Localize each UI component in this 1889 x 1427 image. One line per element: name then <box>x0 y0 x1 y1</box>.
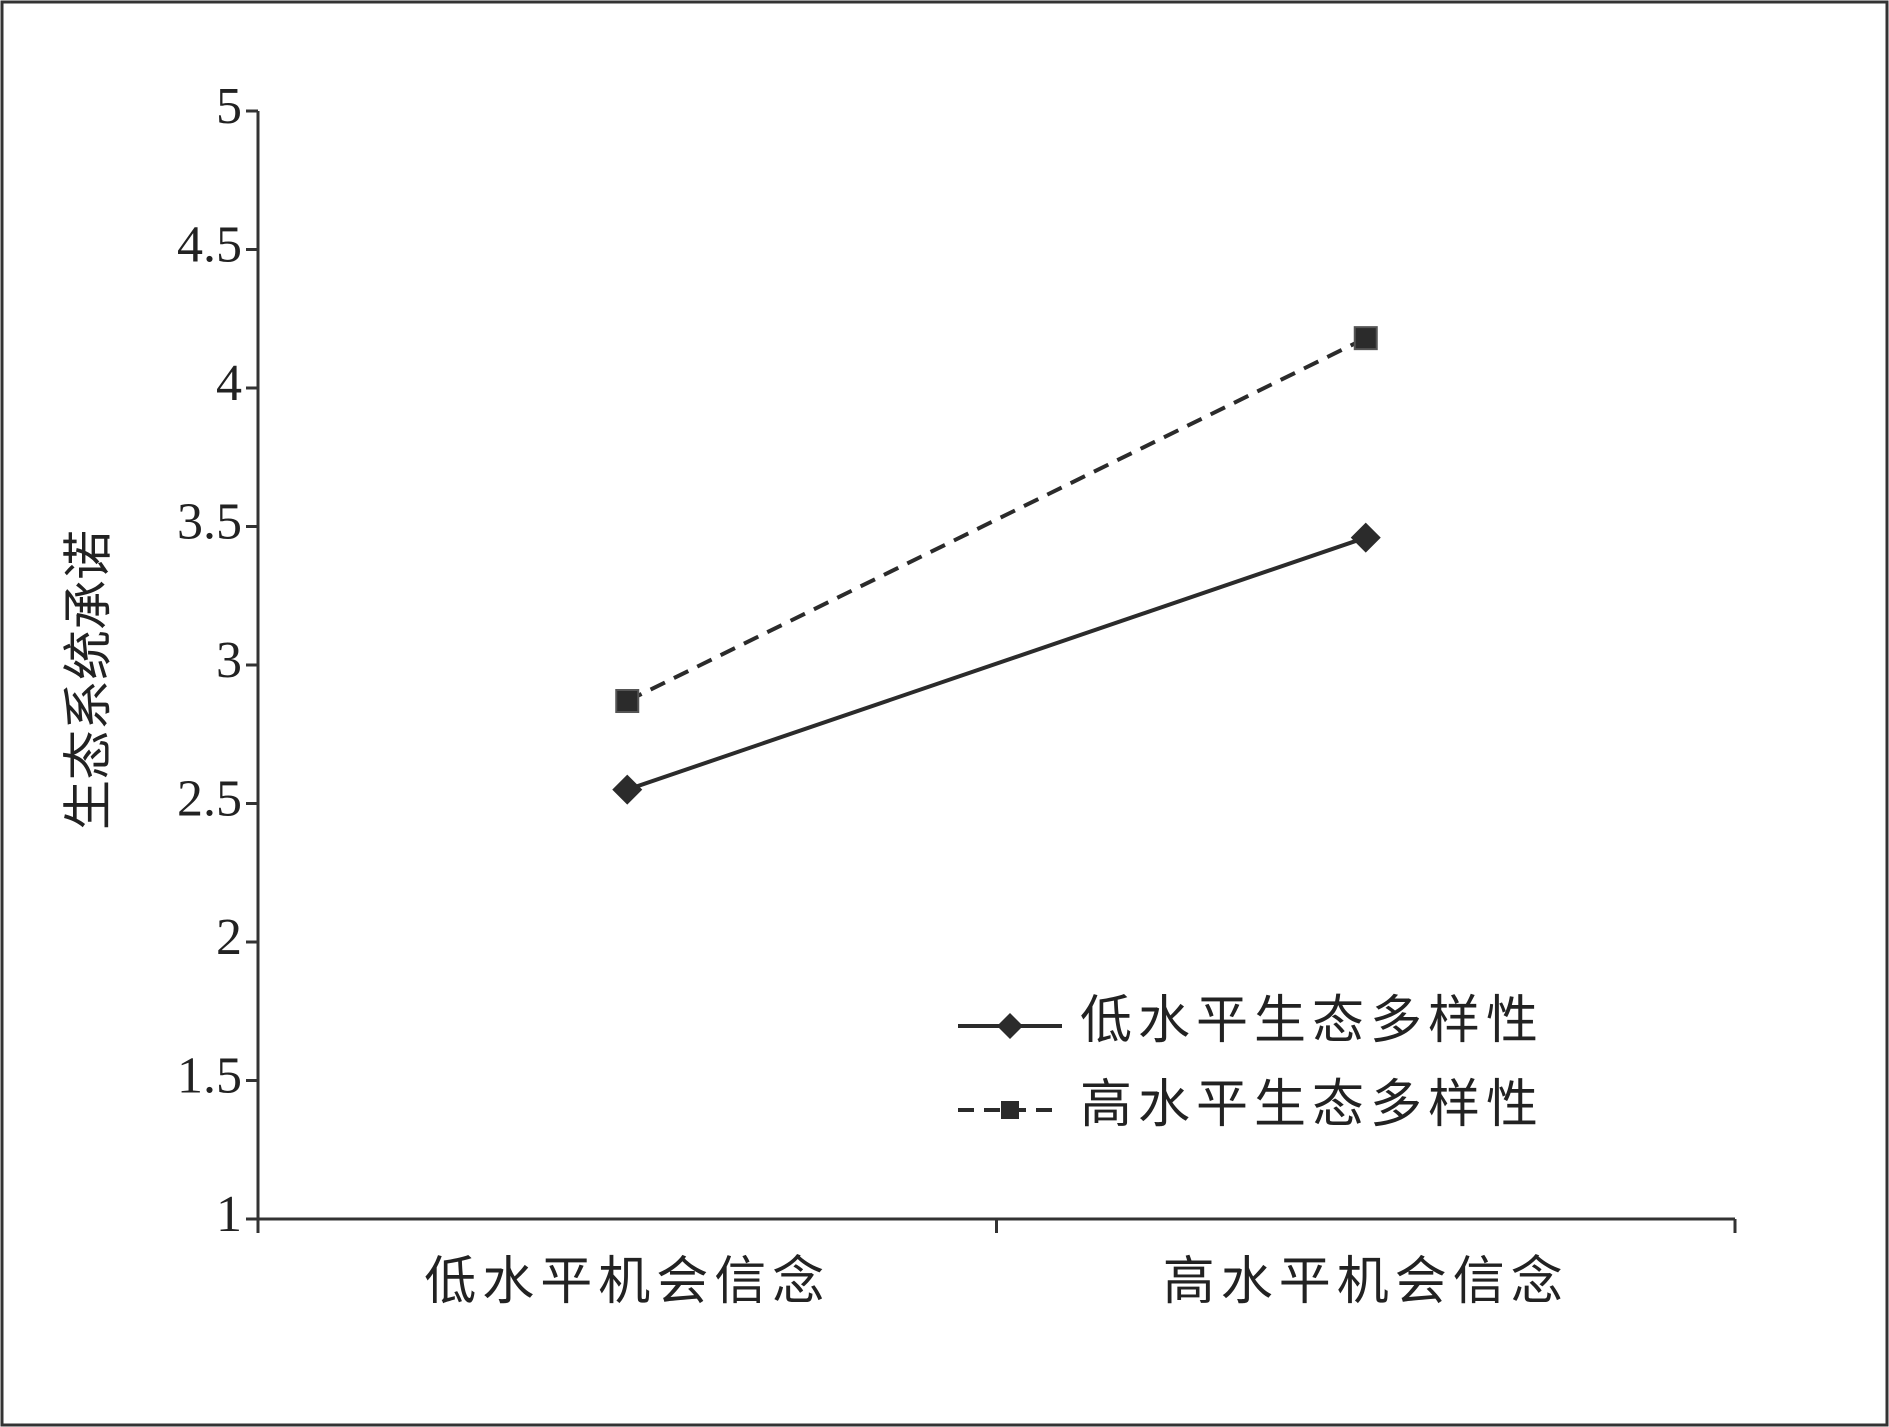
y-tick-label: 5 <box>216 78 242 135</box>
y-tick-label: 1.5 <box>177 1047 242 1104</box>
data-point <box>615 689 640 714</box>
y-tick-label: 2.5 <box>177 770 242 827</box>
y-tick-label: 1 <box>216 1186 242 1243</box>
y-tick-label: 3.5 <box>177 493 242 550</box>
data-point <box>612 774 643 805</box>
x-tick-label: 高水平机会信念 <box>1163 1253 1569 1311</box>
data-point <box>1350 522 1381 553</box>
y-tick-label: 3 <box>216 632 242 689</box>
series-line <box>626 336 1367 703</box>
y-tick-label: 4.5 <box>177 216 242 273</box>
y-tick-label: 2 <box>216 909 242 966</box>
legend-label: 高水平生态多样性 <box>1080 1077 1544 1134</box>
y-axis-label: 生态系统承诺 <box>60 530 116 830</box>
legend-label: 低水平生态多样性 <box>1080 993 1544 1050</box>
x-tick-label: 低水平机会信念 <box>424 1253 830 1311</box>
y-tick-label: 4 <box>216 355 242 412</box>
data-point <box>1353 326 1378 351</box>
series-line <box>626 535 1367 792</box>
legend-marker <box>997 1013 1023 1039</box>
legend-marker <box>1001 1101 1019 1119</box>
